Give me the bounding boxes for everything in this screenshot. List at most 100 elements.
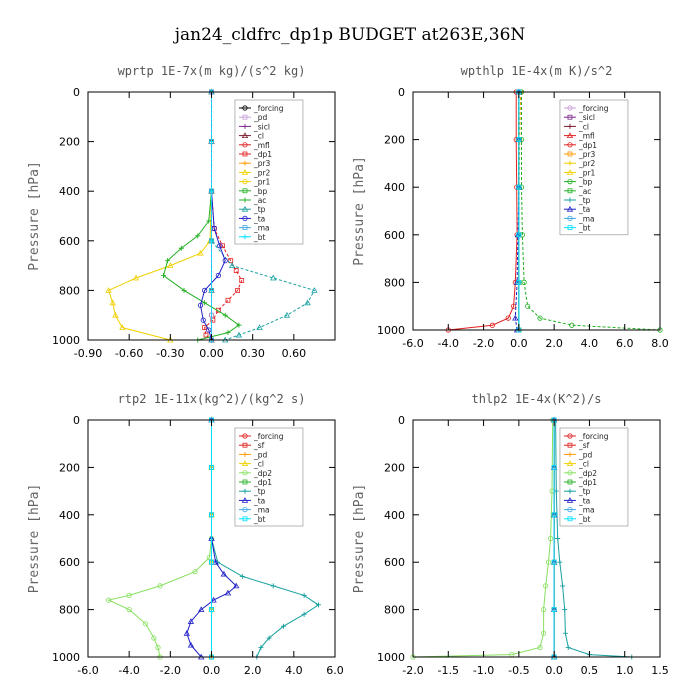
data-point — [228, 258, 234, 264]
data-point — [551, 464, 557, 470]
y-axis-label: Pressure [hPa] — [27, 161, 42, 271]
legend-marker — [241, 205, 249, 212]
series-ta — [197, 89, 228, 343]
chart-panel-2: wpthlp 1E-4x(m K)/s^2 Pressure [hPa] 0 200 4… — [352, 64, 669, 350]
x-tick-label: -0.5 — [508, 664, 529, 677]
y-tick-label: 600 — [59, 556, 80, 569]
legend-marker — [567, 516, 573, 522]
panel-title: rtp2 1E-11x(kg^2)/(kg^2 s) — [118, 392, 306, 406]
data-point — [209, 559, 214, 565]
data-point — [224, 589, 232, 596]
data-point — [505, 315, 511, 321]
data-point — [209, 238, 214, 244]
data-point — [555, 536, 561, 541]
legend-marker — [567, 179, 573, 185]
data-point — [233, 582, 240, 589]
data-point — [105, 287, 112, 293]
x-tick-label: 0.0 — [510, 337, 528, 350]
data-point — [283, 311, 291, 318]
data-point — [200, 317, 206, 323]
series-dp1 — [445, 89, 520, 333]
data-point — [202, 300, 208, 306]
legend-marker — [566, 132, 574, 138]
data-point — [211, 225, 217, 231]
y-tick-label: 1000 — [52, 651, 80, 664]
figure-title: jan24_cldfrc_dp1p BUDGET at263E,36N — [173, 25, 526, 45]
x-tick-label: -2.0 — [160, 664, 181, 677]
data-point — [239, 278, 245, 283]
legend-marker — [242, 451, 248, 457]
legend-marker — [567, 215, 573, 221]
legend-label: _ac — [578, 187, 591, 196]
data-point — [516, 279, 522, 285]
data-point — [311, 287, 318, 293]
y-tick-label: 800 — [59, 284, 80, 297]
data-point — [239, 573, 245, 579]
x-tick-label: -0.30 — [156, 347, 184, 360]
legend-marker — [241, 497, 249, 503]
data-point — [512, 314, 519, 321]
data-point — [516, 137, 522, 143]
data-point — [316, 602, 322, 608]
series-line — [107, 420, 212, 658]
data-point — [560, 583, 566, 589]
legend-label: _forcing — [253, 432, 284, 441]
data-point — [266, 635, 272, 641]
legend-label: _dp2 — [578, 469, 597, 478]
data-point — [151, 635, 157, 641]
legend-marker — [242, 142, 248, 148]
legend-marker — [242, 479, 248, 485]
data-point — [516, 232, 522, 238]
legend-marker — [567, 442, 573, 448]
data-point — [537, 644, 543, 651]
data-point — [548, 535, 554, 542]
legend-label: _pd — [578, 450, 593, 459]
y-tick-label: 600 — [384, 229, 405, 242]
legend-marker — [242, 516, 248, 522]
legend-label: _sf — [253, 441, 265, 450]
data-point — [235, 287, 240, 293]
legend-label: _bt — [578, 224, 591, 233]
data-point — [183, 629, 190, 636]
data-point — [525, 303, 531, 309]
legend-label: _ta — [578, 205, 590, 214]
data-point — [521, 279, 527, 285]
legend-label: _bt — [253, 233, 266, 242]
data-point — [545, 559, 552, 565]
y-tick-label: 0 — [398, 86, 405, 99]
legend-marker — [242, 179, 248, 185]
x-tick-label: 2.0 — [244, 664, 262, 677]
series-line — [199, 92, 226, 341]
legend-marker — [242, 114, 248, 120]
y-axis-label: Pressure [hPa] — [352, 156, 367, 266]
data-point — [222, 312, 228, 318]
series-line — [211, 420, 320, 658]
x-tick-label: -1.0 — [473, 664, 494, 677]
legend-marker — [242, 197, 248, 203]
data-point — [551, 607, 557, 612]
legend-label: _pd — [253, 113, 268, 122]
legend-marker — [242, 151, 248, 157]
series-line — [204, 92, 243, 341]
y-tick-label: 0 — [398, 414, 405, 427]
y-axis-label: Pressure [hPa] — [352, 484, 367, 594]
legend-marker — [567, 123, 573, 129]
legend-marker — [567, 470, 573, 476]
legend-label: _dp1 — [253, 150, 272, 159]
legend-marker — [567, 105, 573, 111]
legend-box — [559, 99, 629, 236]
data-point — [198, 606, 205, 612]
data-point — [202, 325, 208, 331]
data-point — [210, 317, 216, 323]
y-tick-label: 200 — [59, 136, 80, 149]
data-point — [551, 512, 557, 518]
data-point — [281, 623, 287, 629]
legend-label: _sf — [578, 441, 590, 450]
legend-marker — [242, 160, 248, 166]
x-tick-label: -6.0 — [402, 337, 423, 350]
data-point — [540, 630, 547, 636]
legend-marker — [241, 460, 249, 466]
data-point — [192, 569, 198, 575]
data-point — [197, 302, 204, 308]
x-tick-label: -0.90 — [74, 347, 102, 360]
